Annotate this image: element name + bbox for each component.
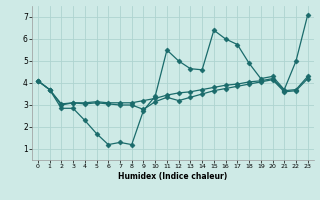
X-axis label: Humidex (Indice chaleur): Humidex (Indice chaleur) [118, 172, 228, 181]
